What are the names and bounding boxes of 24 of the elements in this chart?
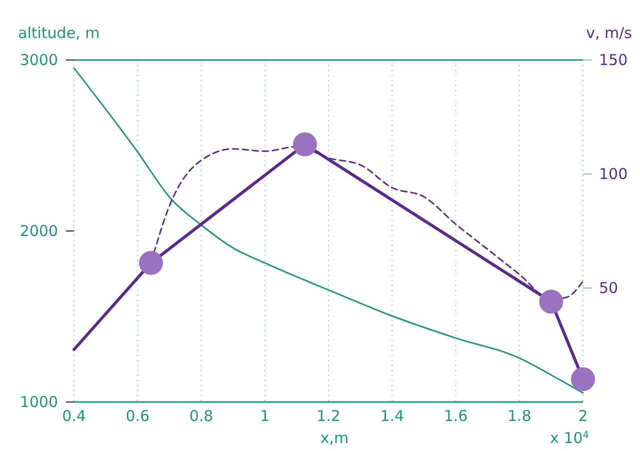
x-tick-label: 1 [260, 407, 270, 425]
y-tick-label: 1000 [20, 393, 58, 411]
point [138, 250, 163, 275]
x-tick-label: 1.2 [316, 407, 340, 425]
x-tick-label: 0.4 [62, 407, 86, 425]
x-tick-label: 0.8 [189, 407, 214, 425]
x-tick-label: 1.8 [507, 407, 532, 425]
x-tick-label: 1.6 [444, 407, 468, 425]
point [571, 367, 595, 392]
y2-tick-label: 50 [599, 279, 618, 297]
text: x 10$^{4}$ [550, 429, 589, 447]
line-series [73, 67, 584, 394]
x-tick-label: 1.4 [380, 407, 404, 425]
y-axis-title: altitude, m [18, 24, 100, 42]
y-tick-label: 2000 [20, 222, 58, 240]
y-tick-label: 3000 [20, 51, 58, 69]
x-tick-label: 2 [578, 407, 588, 425]
y2-tick-label: 150 [599, 51, 628, 69]
point [539, 290, 564, 314]
y2-tick-label: 100 [599, 165, 628, 183]
point [292, 132, 317, 156]
x-axis-title: x,m [320, 429, 349, 447]
y2-axis-title: v, m/s [586, 24, 632, 42]
x-tick-label: 0.6 [126, 407, 150, 425]
